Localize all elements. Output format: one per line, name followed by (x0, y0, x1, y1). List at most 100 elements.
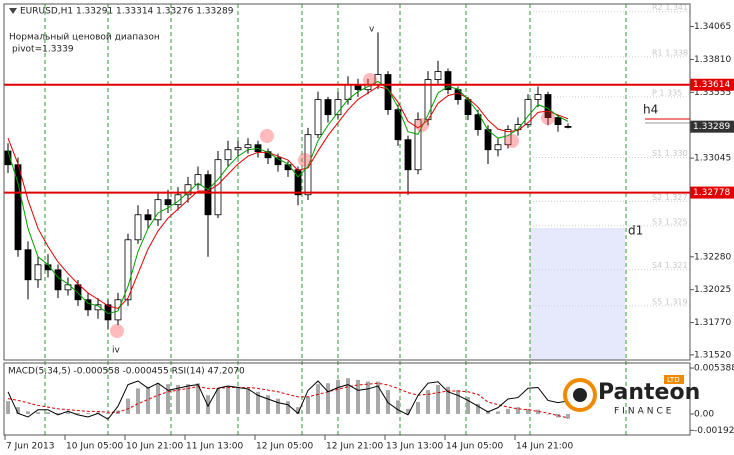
macd-bar (416, 402, 420, 414)
candle-body (204, 174, 212, 216)
y-tick-label: 0.005388 (694, 364, 734, 374)
candle-body (384, 74, 392, 111)
ma-line (7, 86, 569, 309)
candle-body (54, 269, 62, 291)
macd-bar (466, 396, 470, 414)
macd-bar (336, 379, 340, 414)
menu-arrow (9, 8, 17, 14)
chart-title: EURUSD,H1 1.33291 1.33314 1.33276 1.3328… (20, 7, 234, 17)
macd-bar (526, 408, 530, 414)
candle-body (434, 71, 442, 80)
x-tick-label: 11 Jun 13:00 (186, 442, 243, 452)
macd-bar (316, 384, 320, 414)
macd-bar (206, 395, 210, 414)
macd-bar (86, 413, 90, 414)
macd-bar (456, 390, 460, 414)
candle-body (34, 264, 42, 281)
candle-body (324, 99, 332, 116)
candle-body (544, 94, 552, 119)
candle-body (194, 174, 202, 186)
x-tick-label: 12 Jun 21:00 (326, 442, 383, 452)
macd-bar (216, 388, 220, 414)
price-tag (690, 120, 734, 133)
ma-line (7, 80, 569, 315)
macd-bar (516, 407, 520, 414)
candle-body (234, 147, 242, 151)
signal-line (7, 382, 569, 419)
macd-bar (296, 407, 300, 414)
candle-body (214, 159, 222, 216)
macd-bar (396, 400, 400, 414)
annotation: h4 (643, 103, 658, 117)
macd-bar (536, 409, 540, 414)
candle-body (64, 284, 72, 291)
y-tick-label: -0.001927 (694, 426, 734, 436)
candle-body (224, 149, 232, 161)
logo-sub: FINANCE (614, 407, 674, 417)
macd-bar (106, 413, 110, 414)
candle-body (314, 99, 322, 136)
candle-body (414, 119, 422, 171)
candle-body (564, 126, 572, 128)
macd-bar (376, 381, 380, 414)
macd-bar (76, 413, 80, 414)
macd-bar (236, 386, 240, 414)
y-tick-label: 1.32280 (694, 252, 731, 262)
macd-bar (306, 396, 310, 414)
annotation: pivot=1.3339 (12, 45, 74, 55)
annotation: Нормальный ценовой диапазон (9, 33, 160, 43)
pivot-label: S2 1.327 (652, 193, 688, 202)
macd-bar (256, 391, 260, 414)
macd-bar (196, 383, 200, 414)
macd-bar (146, 386, 150, 414)
y-tick-label: 1.33045 (694, 154, 731, 164)
y-tick-label: 1.31520 (694, 350, 731, 360)
macd-bar (426, 390, 430, 414)
x-tick-label: 13 Jun 13:00 (386, 442, 443, 452)
logo-icon (573, 388, 587, 402)
macd-bar (356, 379, 360, 414)
candle-body (504, 129, 512, 146)
highlight-circles (110, 73, 555, 338)
y-tick-label: 1.31770 (694, 318, 731, 328)
macd-bar (506, 408, 510, 414)
macd-bar (36, 412, 40, 414)
wave-label: v (369, 25, 375, 35)
macd-bar (346, 378, 350, 414)
candle-body (174, 194, 182, 206)
x-tick-label: 14 Jun 21:00 (516, 442, 573, 452)
pivot-label: R2 1.341 (652, 3, 688, 12)
candle-body (404, 139, 412, 171)
x-tick-label: 14 Jun 05:00 (446, 442, 503, 452)
candle-body (474, 114, 482, 131)
macd-bar (446, 386, 450, 414)
d1-range-box (530, 228, 625, 360)
macd-bar (26, 411, 30, 414)
macd-bar (176, 384, 180, 414)
macd-bar (186, 384, 190, 414)
macd-bar (16, 407, 20, 414)
candle-body (154, 199, 162, 221)
logo-tag: LTD (667, 376, 680, 384)
candle-body (304, 134, 312, 196)
candle-body (244, 144, 252, 149)
pivot-label: S3 1.325 (652, 217, 688, 226)
pivot-label: S4 1.321 (652, 261, 688, 270)
macd-bar (476, 403, 480, 414)
macd-bar (496, 411, 500, 414)
pivot-label: P 1.335 (652, 88, 682, 97)
level-label: 1.32778 (693, 188, 730, 198)
price-tag-label: 1.33289 (693, 122, 730, 132)
logo-icon (563, 378, 597, 412)
level-label: 1.33614 (693, 80, 730, 90)
candle-body (84, 299, 92, 311)
y-tick-label: 1.33555 (694, 88, 731, 98)
level-tag (690, 78, 734, 91)
wave-label: iv (112, 346, 121, 356)
indicator-title: MACD(5,34,5) -0.000558 -0.000455 RSI(14)… (8, 367, 245, 377)
macd-bar (326, 383, 330, 414)
rsi-line (7, 380, 569, 420)
x-tick-label: 12 Jun 05:00 (256, 442, 313, 452)
y-tick-label: 1.32025 (694, 285, 731, 295)
